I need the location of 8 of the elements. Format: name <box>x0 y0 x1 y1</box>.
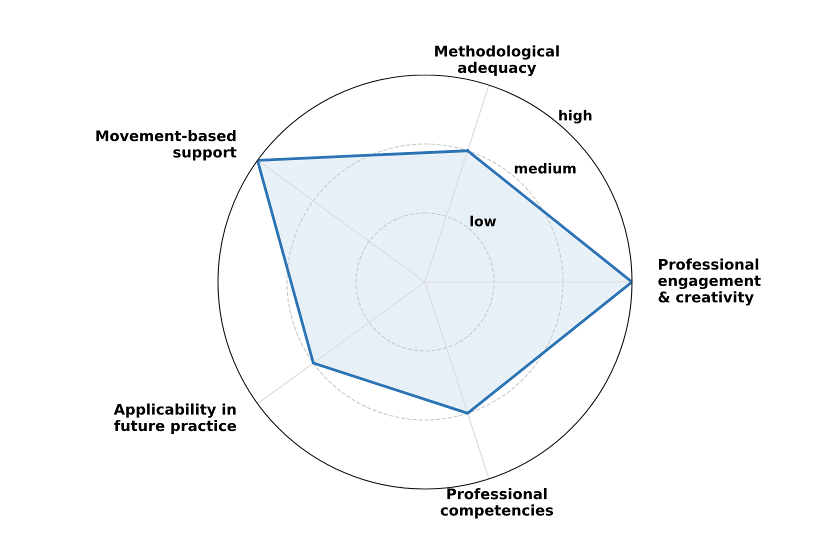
spoke-label: Professional competencies <box>440 488 554 519</box>
spoke-label: Movement-based support <box>96 130 236 160</box>
y-tick-label: low <box>470 216 496 226</box>
y-tick-label: high <box>559 110 592 124</box>
spoke-label: Applicability in future practice <box>114 403 236 434</box>
spoke-label: Methodological adequacy <box>435 45 559 76</box>
spoke-label: Professional engagement & creativity <box>658 258 761 306</box>
y-tick-label: medium <box>514 162 576 174</box>
